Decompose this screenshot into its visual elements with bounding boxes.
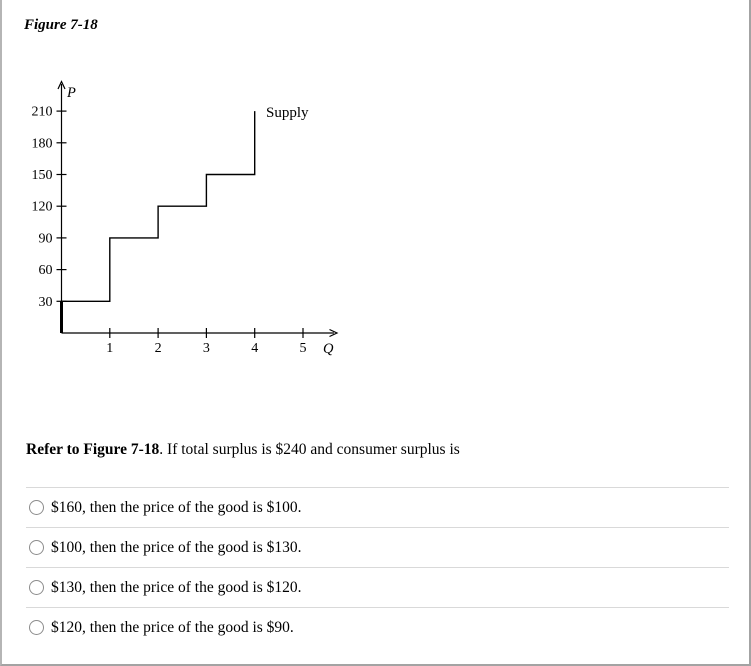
radio-button-b[interactable] <box>29 540 44 555</box>
option-row-b[interactable]: $100, then the price of the good is $130… <box>26 527 729 567</box>
answer-options-list: $160, then the price of the good is $100… <box>26 487 729 647</box>
svg-text:Q: Q <box>323 341 334 357</box>
svg-text:210: 210 <box>32 105 53 120</box>
option-label-c: $130, then the price of the good is $120… <box>51 578 302 596</box>
question-figure-reference: Refer to Figure 7-18 <box>26 441 160 458</box>
supply-step-chart: 30 60 90 120 150 180 210 1 2 3 4 5 P Q Supply <box>32 80 339 357</box>
question-text: Refer to Figure 7-18. If total surplus i… <box>26 441 725 459</box>
svg-text:60: 60 <box>39 263 53 278</box>
svg-text:180: 180 <box>32 136 53 151</box>
radio-button-d[interactable] <box>29 620 44 635</box>
svg-text:120: 120 <box>32 200 53 215</box>
svg-text:1: 1 <box>106 341 113 356</box>
svg-text:150: 150 <box>32 168 53 183</box>
option-label-a: $160, then the price of the good is $100… <box>51 498 302 516</box>
svg-text:5: 5 <box>300 341 307 356</box>
svg-text:30: 30 <box>39 295 53 310</box>
svg-text:3: 3 <box>203 341 210 356</box>
option-row-a[interactable]: $160, then the price of the good is $100… <box>26 487 729 527</box>
svg-text:4: 4 <box>251 341 258 356</box>
svg-text:90: 90 <box>39 231 53 246</box>
radio-button-a[interactable] <box>29 500 44 515</box>
svg-text:2: 2 <box>155 341 162 356</box>
svg-text:P: P <box>66 85 76 101</box>
radio-button-c[interactable] <box>29 580 44 595</box>
option-row-c[interactable]: $130, then the price of the good is $120… <box>26 567 729 607</box>
option-label-d: $120, then the price of the good is $90. <box>51 618 294 636</box>
option-row-d[interactable]: $120, then the price of the good is $90. <box>26 607 729 647</box>
option-label-b: $100, then the price of the good is $130… <box>51 538 302 556</box>
svg-text:Supply: Supply <box>266 105 309 121</box>
question-stem: . If total surplus is $240 and consumer … <box>159 441 460 458</box>
figure-title: Figure 7-18 <box>24 17 98 33</box>
